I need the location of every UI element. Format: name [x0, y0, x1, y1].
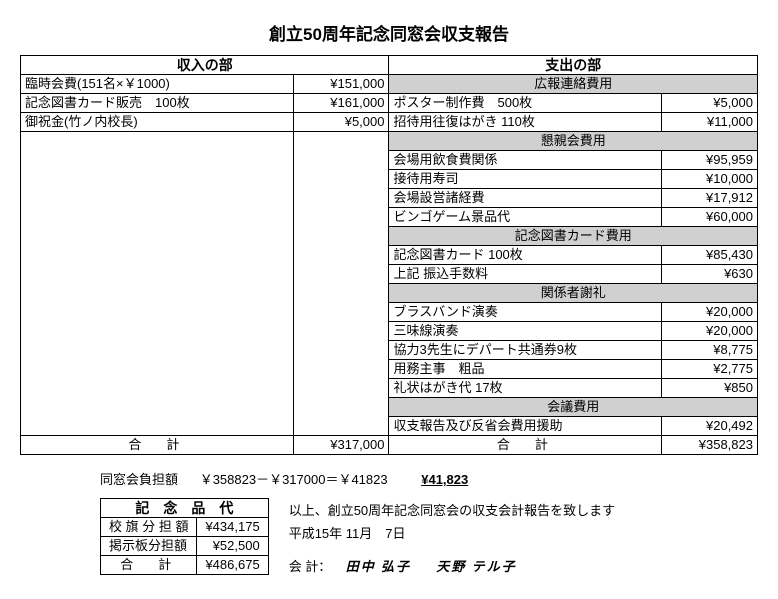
expense-amount: ¥11,000 — [662, 113, 758, 132]
expense-amount: ¥10,000 — [662, 170, 758, 189]
calculation-row: 同窓会負担額 ￥358823－￥317000＝￥41823 ¥41,823 — [100, 469, 758, 488]
expense-label: 記念図書カード 100枚 — [389, 246, 662, 265]
expense-label: 上記 振込手数料 — [389, 265, 662, 284]
expense-amount: ¥2,775 — [662, 360, 758, 379]
expense-label: 会場用飲食費関係 — [389, 151, 662, 170]
income-label: 臨時会費(151名×￥1000) — [21, 75, 294, 94]
income-label: 記念図書カード販売 100枚 — [21, 94, 294, 113]
income-amount: ¥151,000 — [293, 75, 389, 94]
accountant-label: 会 計： — [289, 559, 332, 574]
expense-label: 接待用寿司 — [389, 170, 662, 189]
expense-label: 収支報告及び反省会費用援助 — [389, 417, 662, 436]
expense-amount: ¥850 — [662, 379, 758, 398]
memorial-label: 掲示板分担額 — [101, 537, 197, 556]
income-total-label: 合 計 — [21, 436, 294, 455]
calc-final: ¥41,823 — [421, 472, 468, 487]
income-label: 御祝金(竹ノ内校長) — [21, 113, 294, 132]
expense-label: 招待用往復はがき 110枚 — [389, 113, 662, 132]
accountant-name-2: 天野 テル子 — [436, 559, 516, 574]
memorial-amount: ¥434,175 — [197, 518, 268, 537]
income-amount: ¥161,000 — [293, 94, 389, 113]
memorial-amount: ¥52,500 — [197, 537, 268, 556]
calc-expression: ￥358823－￥317000＝￥41823 — [200, 472, 388, 487]
footer-line1: 以上、創立50周年記念同窓会の収支会計報告を致します — [289, 500, 758, 519]
expense-section-header: 記念図書カード費用 — [389, 227, 758, 246]
expense-amount: ¥20,000 — [662, 303, 758, 322]
expense-section-header: 広報連絡費用 — [389, 75, 758, 94]
memorial-table: 記 念 品 代校 旗 分 担 額¥434,175掲示板分担額¥52,500合 計… — [100, 498, 269, 575]
expense-section-header: 関係者謝礼 — [389, 284, 758, 303]
income-total: ¥317,000 — [293, 436, 389, 455]
expense-amount: ¥17,912 — [662, 189, 758, 208]
expense-amount: ¥95,959 — [662, 151, 758, 170]
expense-label: ビンゴゲーム景品代 — [389, 208, 662, 227]
memorial-total: ¥486,675 — [197, 556, 268, 575]
expense-amount: ¥20,492 — [662, 417, 758, 436]
expense-amount: ¥630 — [662, 265, 758, 284]
expense-amount: ¥20,000 — [662, 322, 758, 341]
expense-amount: ¥8,775 — [662, 341, 758, 360]
expense-label: ブラスバンド演奏 — [389, 303, 662, 322]
expense-label: ポスター制作費 500枚 — [389, 94, 662, 113]
memorial-total-label: 合 計 — [101, 556, 197, 575]
expense-total-label: 合 計 — [389, 436, 662, 455]
expense-section-header: 懇親会費用 — [389, 132, 758, 151]
memorial-header: 記 念 品 代 — [101, 499, 269, 518]
expense-label: 三味線演奏 — [389, 322, 662, 341]
footer-text: 以上、創立50周年記念同窓会の収支会計報告を致します 平成15年 11月 7日 … — [289, 498, 758, 579]
calc-label: 同窓会負担額 — [100, 472, 178, 487]
expense-label: 会場設営諸経費 — [389, 189, 662, 208]
expense-label: 礼状はがき代 17枚 — [389, 379, 662, 398]
expense-amount: ¥60,000 — [662, 208, 758, 227]
main-table: 収入の部支出の部臨時会費(151名×￥1000)¥151,000広報連絡費用記念… — [20, 55, 758, 455]
page-title: 創立50周年記念同窓会収支報告 — [20, 20, 758, 45]
expense-amount: ¥85,430 — [662, 246, 758, 265]
memorial-label: 校 旗 分 担 額 — [101, 518, 197, 537]
accountant-name-1: 田中 弘子 — [346, 559, 411, 574]
expense-label: 協力3先生にデパート共通券9枚 — [389, 341, 662, 360]
expense-total: ¥358,823 — [662, 436, 758, 455]
expense-amount: ¥5,000 — [662, 94, 758, 113]
expense-label: 用務主事 粗品 — [389, 360, 662, 379]
footer-line2: 平成15年 11月 7日 — [289, 523, 758, 542]
income-amount: ¥5,000 — [293, 113, 389, 132]
expense-section-header: 会議費用 — [389, 398, 758, 417]
